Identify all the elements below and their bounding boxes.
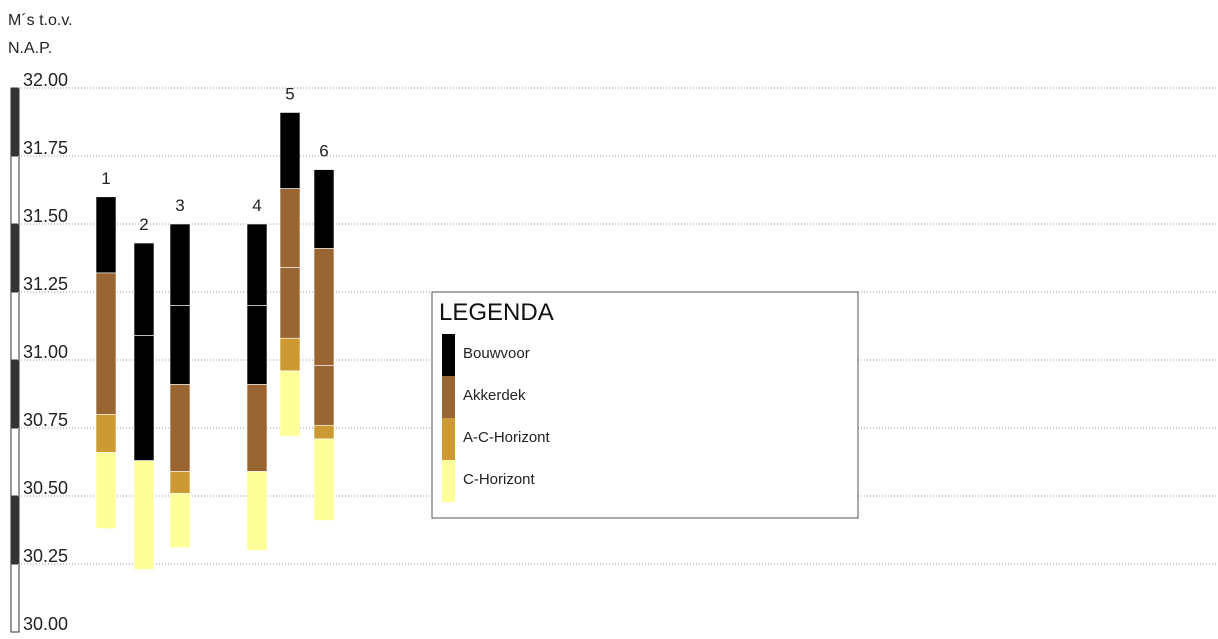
- boring-layer-bouwvoor: [246, 305, 268, 385]
- boring-layer-c: [95, 452, 117, 529]
- boring-label: 6: [319, 142, 328, 161]
- boring-column: [133, 242, 155, 570]
- boring-layer-c: [169, 492, 191, 548]
- y-tick-label: 32.00: [23, 70, 68, 90]
- boring-label: 2: [139, 215, 148, 234]
- boring-layer-bouwvoor: [246, 223, 268, 306]
- boring-column: [169, 223, 191, 548]
- boring-layer-bouwvoor: [133, 335, 155, 461]
- legend-swatch-c: [442, 460, 455, 502]
- boring-label: 1: [101, 169, 110, 188]
- legend-items: Bouwvoor Akkerdek A-C-Horizont C-Horizont: [442, 334, 551, 502]
- boring-column: [313, 169, 335, 521]
- y-tick-label: 30.00: [23, 614, 68, 634]
- legend-swatch-bouwvoor: [442, 334, 455, 376]
- boring-layer-c: [313, 438, 335, 521]
- y-scale-segment: [10, 563, 20, 633]
- boring-layer-akkerdek: [313, 365, 335, 426]
- y-tick-label: 30.75: [23, 410, 68, 430]
- y-tick-labels: 32.00 31.75 31.50 31.25 31.00 30.75 30.50 30.25…: [23, 70, 68, 634]
- y-axis-title-line-1: M´s t.o.v.: [8, 12, 73, 29]
- y-axis-scale-bar: [10, 87, 20, 633]
- boring-layer-akkerdek: [279, 188, 301, 268]
- boring-layer-bouwvoor: [169, 223, 191, 306]
- y-scale-segment: [10, 495, 20, 565]
- boring-layer-ac: [279, 337, 301, 372]
- y-tick-label: 30.25: [23, 546, 68, 566]
- boring-columns: [95, 112, 335, 570]
- boring-layer-akkerdek: [279, 267, 301, 339]
- boring-column: [279, 112, 301, 437]
- y-tick-label: 31.00: [23, 342, 68, 362]
- boring-layer-ac: [95, 414, 117, 453]
- boring-layer-akkerdek: [95, 272, 117, 415]
- legend-label-c: C-Horizont: [463, 471, 536, 488]
- boring-layer-c: [246, 471, 268, 551]
- legend-box: [431, 291, 859, 519]
- boring-labels: 1 2 3 4 5 6: [101, 84, 328, 234]
- boring-column: [95, 196, 117, 529]
- y-tick-label: 31.75: [23, 138, 68, 158]
- boring-layer-bouwvoor: [95, 196, 117, 274]
- legend-swatch-ac: [442, 418, 455, 460]
- boring-layer-bouwvoor: [169, 305, 191, 385]
- boring-layer-akkerdek: [246, 384, 268, 472]
- legend-label-bouwvoor: Bouwvoor: [463, 345, 530, 362]
- boring-column: [246, 223, 268, 551]
- y-axis-title-line-2: N.A.P.: [8, 40, 52, 57]
- y-scale-segment: [10, 223, 20, 293]
- y-scale-segment: [10, 359, 20, 429]
- boring-layer-akkerdek: [313, 248, 335, 366]
- y-tick-label: 31.50: [23, 206, 68, 226]
- y-scale-segment: [10, 291, 20, 361]
- legend-label-ac: A-C-Horizont: [463, 429, 551, 446]
- y-scale-segment: [10, 155, 20, 225]
- boring-layer-bouwvoor: [133, 242, 155, 336]
- boring-layer-ac: [169, 471, 191, 494]
- boring-layer-c: [279, 370, 301, 437]
- y-scale-segment: [10, 87, 20, 157]
- boring-label: 5: [285, 84, 294, 103]
- legend: LEGENDA Bouwvoor Akkerdek A-C-Horizont C-Ho…: [431, 291, 859, 519]
- boring-layer-bouwvoor: [313, 169, 335, 249]
- y-axis-title: M´s t.o.v. N.A.P.: [8, 12, 73, 57]
- boring-layer-bouwvoor: [279, 112, 301, 189]
- y-tick-label: 30.50: [23, 478, 68, 498]
- legend-swatch-akkerdek: [442, 376, 455, 418]
- boring-layer-c: [133, 460, 155, 570]
- boring-label: 4: [252, 196, 261, 215]
- boring-layer-akkerdek: [169, 384, 191, 472]
- y-tick-label: 31.25: [23, 274, 68, 294]
- legend-title: LEGENDA: [439, 299, 554, 326]
- boring-layer-ac: [313, 424, 335, 440]
- y-scale-segment: [10, 427, 20, 497]
- boring-label: 3: [175, 196, 184, 215]
- legend-label-akkerdek: Akkerdek: [463, 387, 526, 404]
